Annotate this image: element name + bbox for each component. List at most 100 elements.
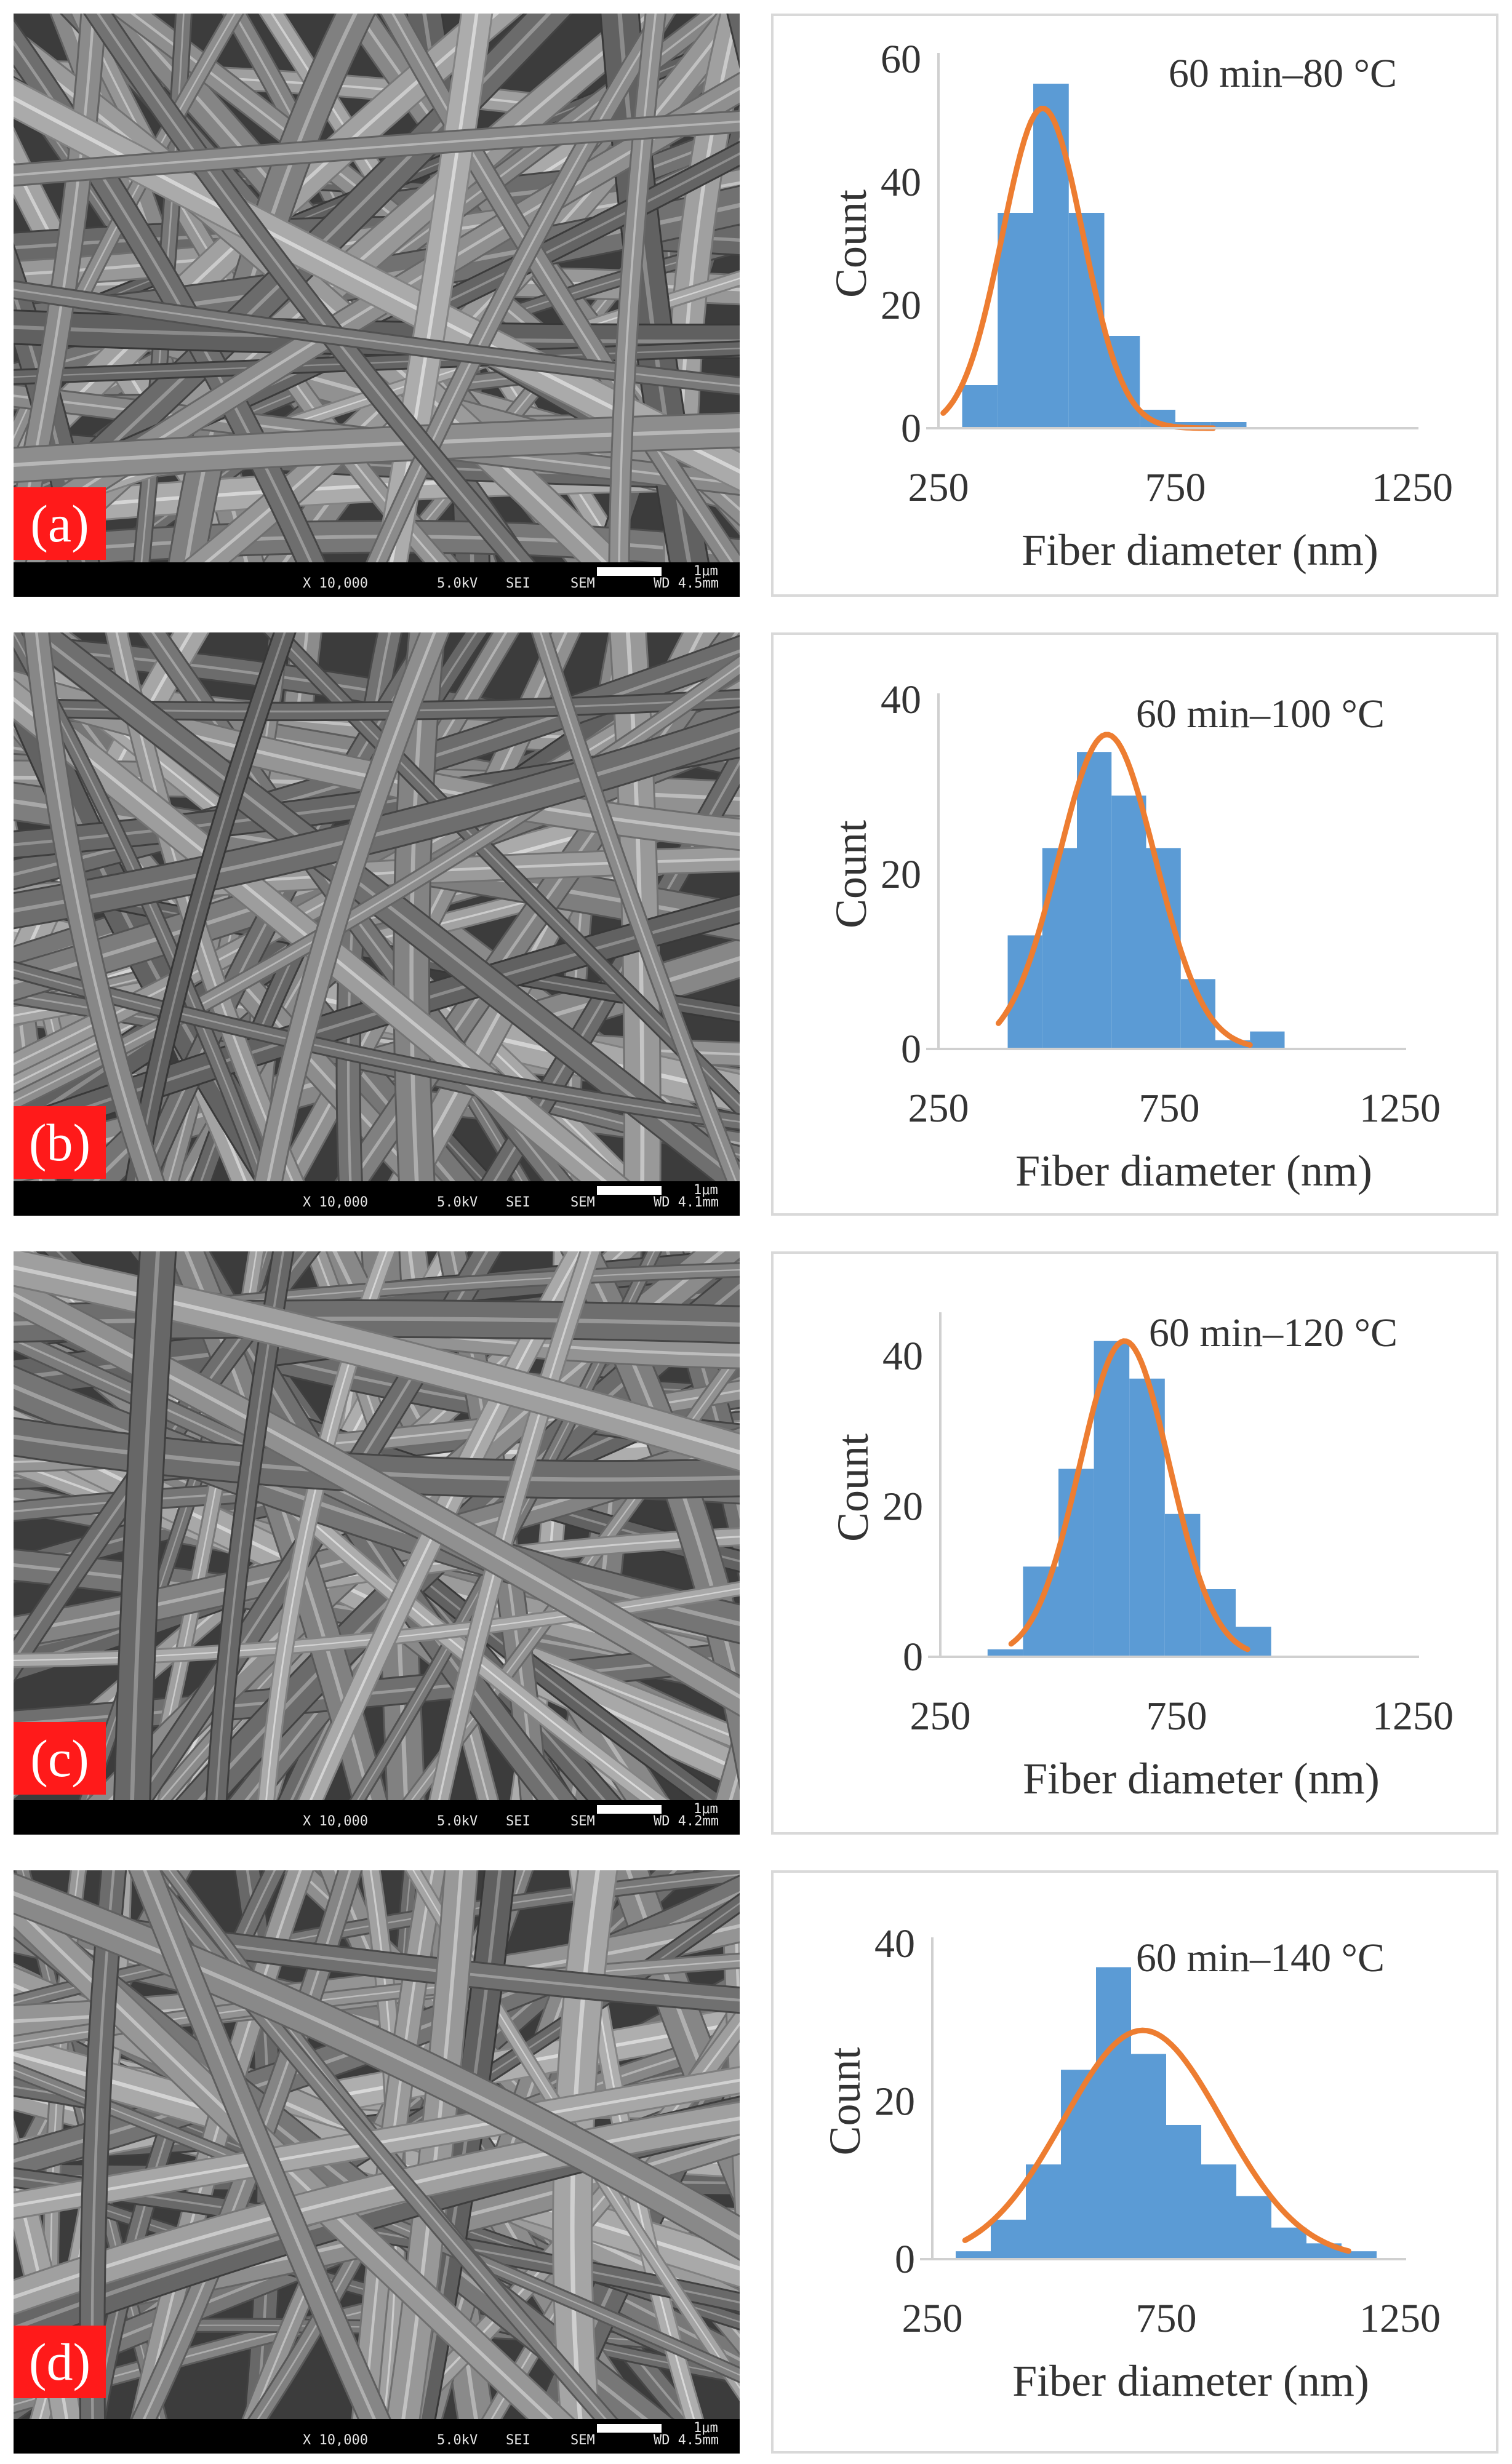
y-axis-title: Count (826, 820, 876, 928)
sem-info-bar-b: X 10,000 5.0kV SEI SEM 1μm WD 4.1mm (14, 1181, 740, 1216)
y-tick-label: 0 (901, 1027, 921, 1072)
histogram-bar (1175, 422, 1211, 428)
histogram-svg-b: 0 20 40 250 750 1250 Fiber diameter (nm) Count 6… (826, 677, 1441, 1195)
x-tick-label: 250 (910, 1694, 971, 1739)
histogram-a: 0 20 40 60 250 750 1250 Fiber diameter (nm) Coun… (771, 14, 1498, 597)
y-tick-label: 0 (903, 1635, 923, 1680)
sem-magnification-b: X 10,000 (303, 1195, 368, 1210)
sem-wd-d: WD 4.5mm (654, 2433, 719, 2448)
histogram-bar (1061, 2070, 1096, 2259)
x-tick-label: 1250 (1359, 1086, 1441, 1131)
sem-detector-b: SEI (506, 1195, 530, 1210)
y-tick-label: 40 (881, 160, 921, 205)
histogram-bar (1146, 848, 1181, 1049)
histogram-svg-d: 0 20 40 250 750 1250 Fiber diameter (nm) Count 6… (820, 1921, 1441, 2406)
x-axis-title: Fiber diameter (nm) (1012, 2356, 1369, 2406)
y-axis-title: Count (820, 2047, 870, 2155)
panel-row-c: (c) X 10,000 5.0kV SEI SEM 1μm WD 4.2mm … (0, 1251, 1512, 1835)
chart-title: 60 min–100 °C (1136, 692, 1385, 736)
y-tick-label: 20 (881, 283, 921, 328)
histogram-bar (1210, 422, 1247, 428)
histogram-bar (1164, 1513, 1201, 1657)
histogram-bar (998, 213, 1033, 428)
histogram-bar (1131, 2054, 1166, 2259)
panel-label-a: (a) (14, 487, 106, 560)
histogram-bar (1042, 848, 1077, 1049)
histogram-bar (1033, 84, 1069, 428)
histogram-c: 0 20 40 250 750 1250 Fiber diameter (nm) Count 6… (771, 1251, 1498, 1835)
y-tick-label: 40 (881, 677, 921, 722)
histogram-b: 0 20 40 250 750 1250 Fiber diameter (nm) Count 6… (771, 632, 1498, 1216)
histogram-bar (1096, 1967, 1131, 2259)
x-axis-title: Fiber diameter (nm) (1022, 525, 1378, 575)
panel-row-b: (b) X 10,000 5.0kV SEI SEM 1μm WD 4.1mm … (0, 632, 1512, 1216)
histogram-bar (1166, 2124, 1201, 2259)
chart-title: 60 min–80 °C (1169, 51, 1397, 96)
sem-info-bar-a: X 10,000 5.0kV SEI SEM 1μm WD 4.5mm (14, 562, 740, 597)
sem-image-a: (a) X 10,000 5.0kV SEI SEM 1μm WD 4.5mm (14, 14, 740, 597)
scale-bar-c (597, 1805, 662, 1814)
sem-scale-text-a: 1μm (694, 564, 718, 579)
y-tick-label: 40 (882, 1334, 923, 1379)
histogram-bar (991, 2219, 1026, 2259)
y-tick-label: 40 (874, 1921, 915, 1966)
sem-mode-b: SEM (570, 1195, 595, 1210)
y-tick-label: 0 (895, 2237, 915, 2282)
x-axis-title: Fiber diameter (nm) (1015, 1146, 1372, 1195)
sem-info-bar-c: X 10,000 5.0kV SEI SEM 1μm WD 4.2mm (14, 1800, 740, 1835)
x-tick-label: 750 (1146, 1694, 1207, 1739)
scale-bar-b (597, 1186, 662, 1195)
fit-curve (940, 105, 1217, 431)
sem-voltage-d: 5.0kV (437, 2433, 478, 2448)
histogram-bar (1111, 795, 1146, 1049)
sem-image-b: (b) X 10,000 5.0kV SEI SEM 1μm WD 4.1mm (14, 632, 740, 1216)
panel-label-b: (b) (14, 1106, 106, 1179)
sem-magnification-a: X 10,000 (303, 576, 368, 591)
histogram-svg-c: 0 20 40 250 750 1250 Fiber diameter (nm) Count 6… (828, 1310, 1454, 1803)
histogram-bar (1236, 2196, 1271, 2259)
histogram-bar (1026, 2164, 1061, 2259)
sem-info-bar-d: X 10,000 5.0kV SEI SEM 1μm WD 4.5mm (14, 2419, 740, 2454)
sem-image-c: (c) X 10,000 5.0kV SEI SEM 1μm WD 4.2mm (14, 1251, 740, 1835)
sem-detector-a: SEI (506, 576, 530, 591)
histogram-bar (1201, 2164, 1236, 2259)
sem-magnification-c: X 10,000 (303, 1814, 368, 1829)
panel-label-d: (d) (14, 2326, 106, 2398)
chart-title: 60 min–140 °C (1136, 1936, 1385, 1980)
fit-curve (962, 2027, 1351, 2254)
histogram-bar (1077, 752, 1112, 1049)
y-tick-label: 20 (882, 1485, 923, 1529)
fit-curve (1008, 1338, 1250, 1653)
y-tick-label: 60 (881, 37, 921, 82)
panel-row-d: (d) X 10,000 5.0kV SEI SEM 1μm WD 4.5mm … (0, 1870, 1512, 2454)
x-tick-label: 750 (1145, 465, 1206, 510)
histogram-bar (1023, 1566, 1058, 1657)
fiber-texture-d (14, 1870, 740, 2419)
sem-voltage-c: 5.0kV (437, 1814, 478, 1829)
y-axis-title: Count (828, 1433, 878, 1542)
sem-magnification-d: X 10,000 (303, 2433, 368, 2448)
fiber-texture-c (14, 1251, 740, 1800)
y-tick-label: 0 (901, 406, 921, 451)
histogram-bar (1058, 1469, 1094, 1657)
sem-detector-d: SEI (506, 2433, 530, 2448)
sem-image-d: (d) X 10,000 5.0kV SEI SEM 1μm WD 4.5mm (14, 1870, 740, 2454)
x-tick-label: 250 (908, 1086, 969, 1131)
x-tick-label: 1250 (1359, 2296, 1441, 2341)
histogram-bar (956, 2251, 991, 2259)
sem-mode-d: SEM (570, 2433, 595, 2448)
fit-curve (996, 732, 1253, 1048)
chart-title: 60 min–120 °C (1149, 1310, 1398, 1355)
sem-voltage-b: 5.0kV (437, 1195, 478, 1210)
histogram-bar (1007, 935, 1042, 1049)
histogram-bar (1236, 1627, 1271, 1657)
x-tick-label: 250 (902, 2296, 963, 2341)
y-axis-title: Count (826, 189, 876, 298)
fiber-texture-a (14, 14, 740, 562)
histogram-d: 0 20 40 250 750 1250 Fiber diameter (nm) Count 6… (771, 1870, 1498, 2454)
histogram-bar (987, 1649, 1023, 1657)
sem-voltage-a: 5.0kV (437, 576, 478, 591)
scale-bar-d (597, 2424, 662, 2433)
x-tick-label: 1250 (1372, 1694, 1454, 1739)
scale-bar-a (597, 567, 662, 576)
